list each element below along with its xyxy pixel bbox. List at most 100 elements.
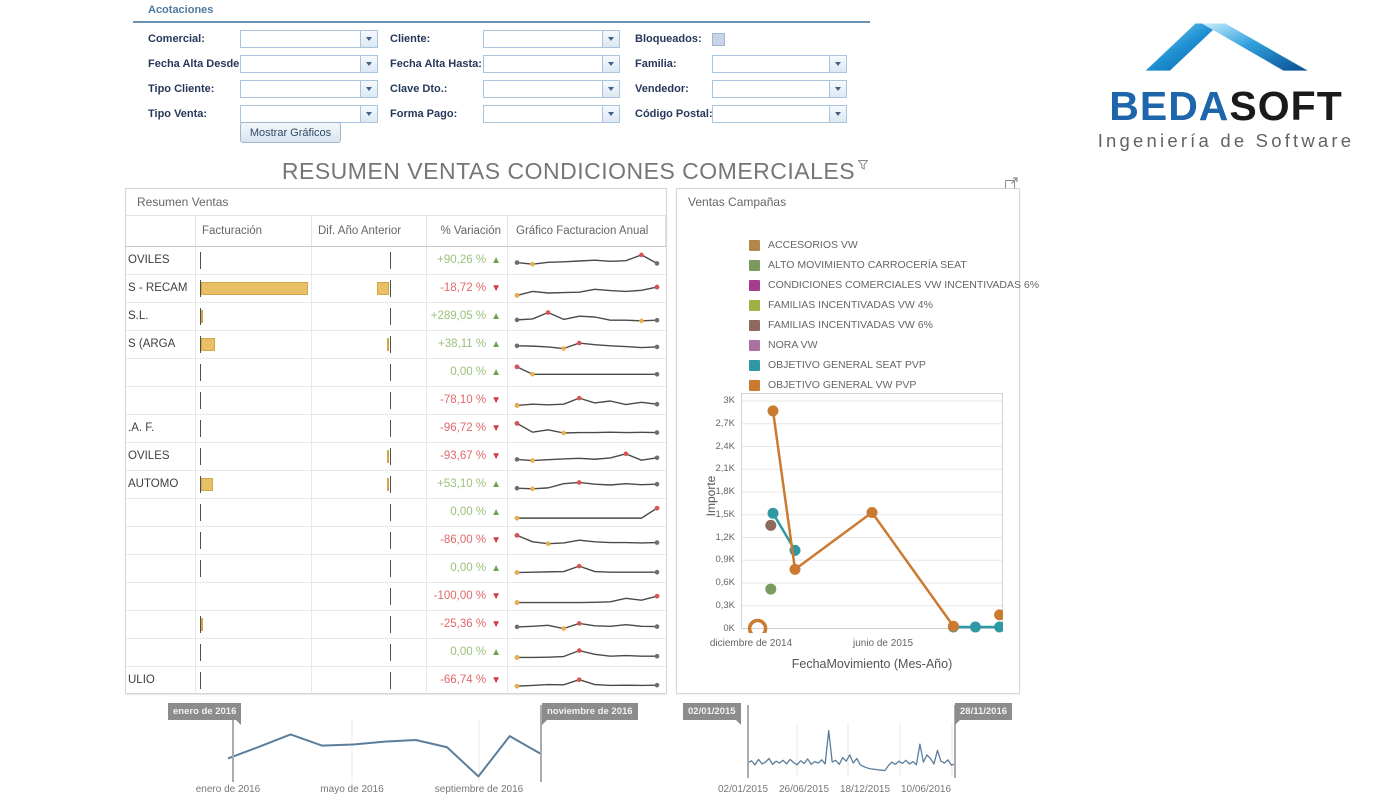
filter-icon[interactable] xyxy=(857,160,869,171)
chevron-down-icon[interactable] xyxy=(829,81,846,97)
up-triangle-icon: ▲ xyxy=(491,367,501,378)
chevron-down-icon[interactable] xyxy=(602,81,619,97)
popout-icon[interactable] xyxy=(1004,176,1019,191)
table-row[interactable]: 0,00 % ▲ xyxy=(126,359,666,387)
dif-bar-cell xyxy=(312,611,427,638)
comercial-select[interactable] xyxy=(240,30,378,48)
table-row[interactable]: OVILES -93,67 % ▼ xyxy=(126,443,666,471)
slider-handle-start[interactable] xyxy=(747,705,749,778)
row-name: .A. F. xyxy=(126,415,196,442)
table-row[interactable]: S - RECAM -18,72 % ▼ xyxy=(126,275,666,303)
legend-item[interactable]: CONDICIONES COMERCIALES VW INCENTIVADAS … xyxy=(749,275,1039,295)
row-name xyxy=(126,555,196,582)
table-row[interactable]: .A. F. -96,72 % ▼ xyxy=(126,415,666,443)
chevron-down-icon[interactable] xyxy=(360,106,377,122)
table-row[interactable]: -86,00 % ▼ xyxy=(126,527,666,555)
bar-axis xyxy=(389,308,391,325)
range-start-badge[interactable]: 02/01/2015 xyxy=(683,703,741,725)
y-tick-label: 0K xyxy=(723,622,735,634)
table-row[interactable]: OVILES +90,26 % ▲ xyxy=(126,247,666,275)
chevron-down-icon[interactable] xyxy=(829,56,846,72)
bar-axis xyxy=(200,560,201,577)
legend-item[interactable]: ACCESORIOS VW xyxy=(749,235,1039,255)
legend-item[interactable]: FAMILIAS INCENTIVADAS VW 6% xyxy=(749,315,1039,335)
chevron-down-icon[interactable] xyxy=(360,56,377,72)
chevron-down-glyph xyxy=(608,87,614,91)
facturacion-bar-cell xyxy=(196,471,312,498)
range-end-badge[interactable]: 28/11/2016 xyxy=(955,703,1013,725)
legend-item[interactable]: ALTO MOVIMIENTO CARROCERÍA SEAT xyxy=(749,255,1039,275)
table-row[interactable]: 0,00 % ▲ xyxy=(126,639,666,667)
chevron-down-icon[interactable] xyxy=(360,81,377,97)
bar-axis xyxy=(389,476,391,493)
range-start-badge[interactable]: enero de 2016 xyxy=(168,703,242,725)
filter-label-vendedor: Vendedor: xyxy=(635,83,689,95)
table-row[interactable]: 0,00 % ▲ xyxy=(126,555,666,583)
y-tick-label: 2,1K xyxy=(715,463,735,475)
variacion-cell: +53,10 % ▲ xyxy=(427,471,508,498)
range-end-badge[interactable]: noviembre de 2016 xyxy=(542,703,638,725)
facturacion-bar xyxy=(201,338,215,351)
brand-beda: BEDA xyxy=(1109,83,1230,129)
legend-item[interactable]: NORA VW xyxy=(749,335,1039,355)
fecha-alta-desde-select[interactable] xyxy=(240,55,378,73)
timeline-chart xyxy=(747,723,956,776)
row-name xyxy=(126,499,196,526)
forma-pago-select[interactable] xyxy=(483,105,620,123)
brand-name: BEDASOFT xyxy=(1088,83,1364,129)
chevron-down-icon[interactable] xyxy=(829,106,846,122)
cliente-select[interactable] xyxy=(483,30,620,48)
bloqueados-checkbox[interactable] xyxy=(712,32,725,46)
tipo-venta-select[interactable] xyxy=(240,105,378,123)
table-row[interactable]: ULIO -66,74 % ▼ xyxy=(126,667,666,695)
x-axis-title: FechaMovimiento (Mes-Año) xyxy=(791,657,953,671)
table-row[interactable]: -25,36 % ▼ xyxy=(126,611,666,639)
chevron-down-icon[interactable] xyxy=(602,31,619,47)
sparkline xyxy=(508,303,666,330)
table-row[interactable]: -100,00 % ▼ xyxy=(126,583,666,611)
facturacion-bar-cell xyxy=(196,667,312,694)
up-triangle-icon: ▲ xyxy=(491,647,501,658)
slider-handle-end[interactable] xyxy=(954,705,956,778)
row-name: OVILES xyxy=(126,443,196,470)
legend-item[interactable]: OBJETIVO GENERAL SEAT PVP xyxy=(749,355,1039,375)
tipo-cliente-select[interactable] xyxy=(240,80,378,98)
up-triangle-icon: ▲ xyxy=(491,339,501,350)
chevron-down-icon[interactable] xyxy=(360,31,377,47)
mostrar-graficos-button[interactable]: Mostrar Gráficos xyxy=(240,122,341,143)
variacion-value: 0,00 % xyxy=(450,646,487,658)
dif-bar-cell xyxy=(312,247,427,274)
table-row[interactable]: -78,10 % ▼ xyxy=(126,387,666,415)
slider-handle-start[interactable] xyxy=(232,705,234,782)
facturacion-bar-cell xyxy=(196,499,312,526)
table-row[interactable]: S (ARGA +38,11 % ▲ xyxy=(126,331,666,359)
row-name: OVILES xyxy=(126,247,196,274)
slider-handle-end[interactable] xyxy=(540,705,542,782)
page-title-text: RESUMEN VENTAS CONDICIONES COMERCIALES xyxy=(281,158,856,184)
familia-select[interactable] xyxy=(712,55,847,73)
bar-axis xyxy=(200,616,201,633)
table-row[interactable]: AUTOMO +53,10 % ▲ xyxy=(126,471,666,499)
row-name: S.L. xyxy=(126,303,196,330)
legend-item[interactable]: OBJETIVO GENERAL VW PVP xyxy=(749,375,1039,395)
filter-label-cliente: Cliente: xyxy=(390,33,431,45)
y-tick-label: 2,7K xyxy=(715,417,735,429)
clave-dto-select[interactable] xyxy=(483,80,620,98)
y-tick-label: 2,4K xyxy=(715,440,735,452)
table-row[interactable]: S.L. +289,05 % ▲ xyxy=(126,303,666,331)
variacion-cell: +289,05 % ▲ xyxy=(427,303,508,330)
codigo-postal-select[interactable] xyxy=(712,105,847,123)
bar-axis xyxy=(200,532,201,549)
legend-item[interactable]: FAMILIAS INCENTIVADAS VW 4% xyxy=(749,295,1039,315)
sparkline xyxy=(508,611,666,638)
chevron-down-icon[interactable] xyxy=(602,106,619,122)
chevron-down-glyph xyxy=(835,87,841,91)
legend-label: CONDICIONES COMERCIALES VW INCENTIVADAS … xyxy=(768,279,1040,291)
table-row[interactable]: 0,00 % ▲ xyxy=(126,499,666,527)
vendedor-select[interactable] xyxy=(712,80,847,98)
fecha-alta-hasta-select[interactable] xyxy=(483,55,620,73)
sparkline xyxy=(508,275,666,302)
row-name: S (ARGA xyxy=(126,331,196,358)
chevron-down-icon[interactable] xyxy=(602,56,619,72)
bar-axis xyxy=(200,308,201,325)
